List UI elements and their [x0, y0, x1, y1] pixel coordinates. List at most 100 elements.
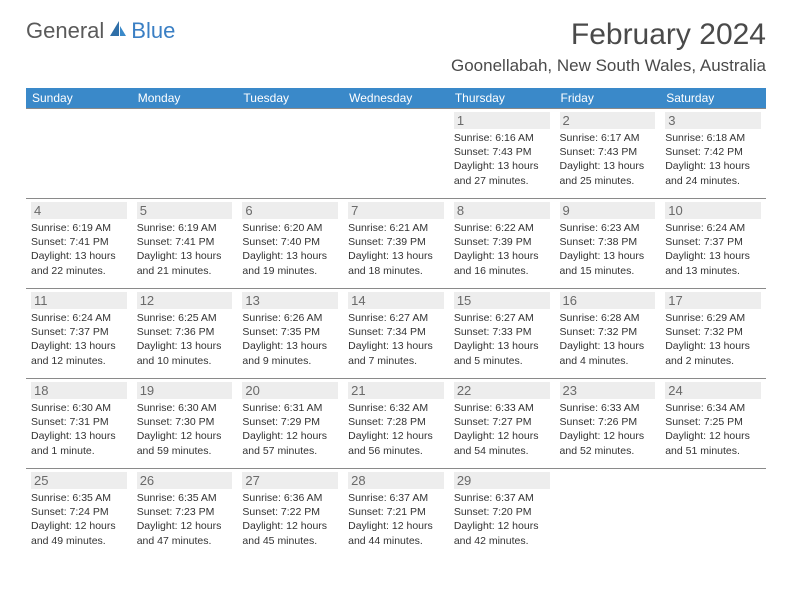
day-info: Sunrise: 6:36 AMSunset: 7:22 PMDaylight:…: [242, 491, 338, 548]
sunrise-text: Sunrise: 6:18 AM: [665, 131, 761, 145]
daylight-text: Daylight: 13 hours and 24 minutes.: [665, 159, 761, 187]
daylight-text: Daylight: 13 hours and 5 minutes.: [454, 339, 550, 367]
calendar-cell: 28Sunrise: 6:37 AMSunset: 7:21 PMDayligh…: [343, 469, 449, 559]
sunrise-text: Sunrise: 6:33 AM: [560, 401, 656, 415]
weekday-header: Friday: [555, 88, 661, 109]
sunset-text: Sunset: 7:30 PM: [137, 415, 233, 429]
sunset-text: Sunset: 7:40 PM: [242, 235, 338, 249]
daylight-text: Daylight: 13 hours and 13 minutes.: [665, 249, 761, 277]
calendar-cell: [660, 469, 766, 559]
daylight-text: Daylight: 12 hours and 52 minutes.: [560, 429, 656, 457]
sunset-text: Sunset: 7:37 PM: [665, 235, 761, 249]
day-info: Sunrise: 6:22 AMSunset: 7:39 PMDaylight:…: [454, 221, 550, 278]
calendar-cell: 22Sunrise: 6:33 AMSunset: 7:27 PMDayligh…: [449, 379, 555, 469]
calendar-cell: 15Sunrise: 6:27 AMSunset: 7:33 PMDayligh…: [449, 289, 555, 379]
day-number: 15: [454, 292, 550, 309]
calendar-cell: 25Sunrise: 6:35 AMSunset: 7:24 PMDayligh…: [26, 469, 132, 559]
sunset-text: Sunset: 7:43 PM: [454, 145, 550, 159]
page-header: General Blue February 2024 Goonellabah, …: [0, 0, 792, 80]
calendar-cell: 19Sunrise: 6:30 AMSunset: 7:30 PMDayligh…: [132, 379, 238, 469]
sunset-text: Sunset: 7:41 PM: [137, 235, 233, 249]
sunset-text: Sunset: 7:42 PM: [665, 145, 761, 159]
weekday-header: Tuesday: [237, 88, 343, 109]
calendar-cell: 10Sunrise: 6:24 AMSunset: 7:37 PMDayligh…: [660, 199, 766, 289]
day-number: 9: [560, 202, 656, 219]
day-info: Sunrise: 6:25 AMSunset: 7:36 PMDaylight:…: [137, 311, 233, 368]
sunrise-text: Sunrise: 6:30 AM: [137, 401, 233, 415]
day-number: 23: [560, 382, 656, 399]
daylight-text: Daylight: 12 hours and 42 minutes.: [454, 519, 550, 547]
day-number: 24: [665, 382, 761, 399]
calendar-row: 4Sunrise: 6:19 AMSunset: 7:41 PMDaylight…: [26, 199, 766, 289]
title-block: February 2024 Goonellabah, New South Wal…: [451, 18, 766, 76]
day-info: Sunrise: 6:31 AMSunset: 7:29 PMDaylight:…: [242, 401, 338, 458]
calendar-cell: 12Sunrise: 6:25 AMSunset: 7:36 PMDayligh…: [132, 289, 238, 379]
location-text: Goonellabah, New South Wales, Australia: [451, 56, 766, 76]
sunset-text: Sunset: 7:37 PM: [31, 325, 127, 339]
sunset-text: Sunset: 7:33 PM: [454, 325, 550, 339]
day-number: 27: [242, 472, 338, 489]
sunrise-text: Sunrise: 6:29 AM: [665, 311, 761, 325]
daylight-text: Daylight: 13 hours and 7 minutes.: [348, 339, 444, 367]
sunset-text: Sunset: 7:38 PM: [560, 235, 656, 249]
day-info: Sunrise: 6:32 AMSunset: 7:28 PMDaylight:…: [348, 401, 444, 458]
day-number: 29: [454, 472, 550, 489]
weekday-header: Monday: [132, 88, 238, 109]
day-number: 14: [348, 292, 444, 309]
day-info: Sunrise: 6:33 AMSunset: 7:27 PMDaylight:…: [454, 401, 550, 458]
calendar-cell: [555, 469, 661, 559]
day-number: 3: [665, 112, 761, 129]
sunrise-text: Sunrise: 6:26 AM: [242, 311, 338, 325]
day-number: 21: [348, 382, 444, 399]
sunset-text: Sunset: 7:29 PM: [242, 415, 338, 429]
sunset-text: Sunset: 7:20 PM: [454, 505, 550, 519]
daylight-text: Daylight: 12 hours and 45 minutes.: [242, 519, 338, 547]
daylight-text: Daylight: 12 hours and 49 minutes.: [31, 519, 127, 547]
day-number: 11: [31, 292, 127, 309]
sunset-text: Sunset: 7:32 PM: [560, 325, 656, 339]
calendar-cell: 21 Sunrise: 6:32 AMSunset: 7:28 PMDayligh…: [343, 379, 449, 469]
daylight-text: Daylight: 13 hours and 15 minutes.: [560, 249, 656, 277]
weekday-header: Sunday: [26, 88, 132, 109]
weekday-header: Saturday: [660, 88, 766, 109]
day-info: Sunrise: 6:19 AMSunset: 7:41 PMDaylight:…: [31, 221, 127, 278]
daylight-text: Daylight: 13 hours and 2 minutes.: [665, 339, 761, 367]
sunset-text: Sunset: 7:32 PM: [665, 325, 761, 339]
sunrise-text: Sunrise: 6:33 AM: [454, 401, 550, 415]
daylight-text: Daylight: 13 hours and 19 minutes.: [242, 249, 338, 277]
weekday-header-row: Sunday Monday Tuesday Wednesday Thursday…: [26, 88, 766, 109]
calendar-cell: 29Sunrise: 6:37 AMSunset: 7:20 PMDayligh…: [449, 469, 555, 559]
sunset-text: Sunset: 7:39 PM: [454, 235, 550, 249]
daylight-text: Daylight: 12 hours and 44 minutes.: [348, 519, 444, 547]
calendar-cell: 17Sunrise: 6:29 AMSunset: 7:32 PMDayligh…: [660, 289, 766, 379]
calendar-cell: 9Sunrise: 6:23 AMSunset: 7:38 PMDaylight…: [555, 199, 661, 289]
calendar-cell: 27 Sunrise: 6:36 AMSunset: 7:22 PMDayligh…: [237, 469, 343, 559]
sunset-text: Sunset: 7:28 PM: [348, 415, 444, 429]
calendar-cell: 23Sunrise: 6:33 AMSunset: 7:26 PMDayligh…: [555, 379, 661, 469]
day-number: 13: [242, 292, 338, 309]
daylight-text: Daylight: 12 hours and 56 minutes.: [348, 429, 444, 457]
daylight-text: Daylight: 13 hours and 1 minute.: [31, 429, 127, 457]
calendar-table: Sunday Monday Tuesday Wednesday Thursday…: [26, 88, 766, 559]
daylight-text: Daylight: 13 hours and 12 minutes.: [31, 339, 127, 367]
daylight-text: Daylight: 13 hours and 18 minutes.: [348, 249, 444, 277]
daylight-text: Daylight: 12 hours and 47 minutes.: [137, 519, 233, 547]
sunrise-text: Sunrise: 6:35 AM: [31, 491, 127, 505]
daylight-text: Daylight: 12 hours and 59 minutes.: [137, 429, 233, 457]
logo-text-general: General: [26, 18, 104, 44]
calendar-cell: 16Sunrise: 6:28 AMSunset: 7:32 PMDayligh…: [555, 289, 661, 379]
sunrise-text: Sunrise: 6:22 AM: [454, 221, 550, 235]
day-number: 6: [242, 202, 338, 219]
sail-icon: [108, 19, 128, 44]
day-info: Sunrise: 6:35 AMSunset: 7:23 PMDaylight:…: [137, 491, 233, 548]
day-info: Sunrise: 6:16 AMSunset: 7:43 PMDaylight:…: [454, 131, 550, 188]
daylight-text: Daylight: 13 hours and 22 minutes.: [31, 249, 127, 277]
sunset-text: Sunset: 7:41 PM: [31, 235, 127, 249]
calendar-cell: 26Sunrise: 6:35 AMSunset: 7:23 PMDayligh…: [132, 469, 238, 559]
weekday-header: Wednesday: [343, 88, 449, 109]
day-info: Sunrise: 6:28 AMSunset: 7:32 PMDaylight:…: [560, 311, 656, 368]
sunrise-text: Sunrise: 6:17 AM: [560, 131, 656, 145]
day-info: Sunrise: 6:29 AMSunset: 7:32 PMDaylight:…: [665, 311, 761, 368]
daylight-text: Daylight: 13 hours and 27 minutes.: [454, 159, 550, 187]
day-info: Sunrise: 6:34 AMSunset: 7:25 PMDaylight:…: [665, 401, 761, 458]
